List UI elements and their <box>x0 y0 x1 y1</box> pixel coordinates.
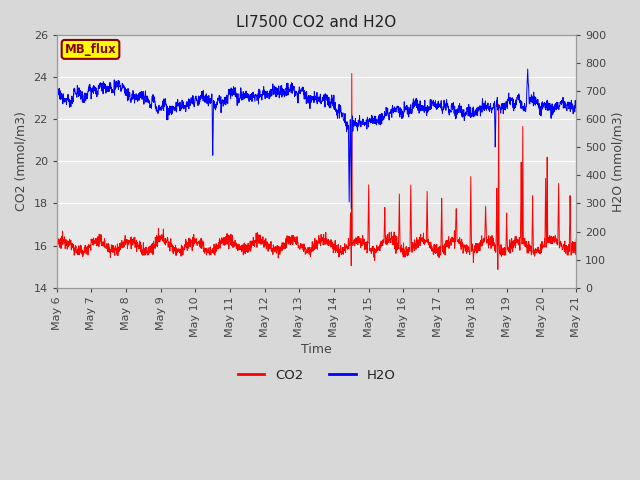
Text: MB_flux: MB_flux <box>65 43 116 56</box>
X-axis label: Time: Time <box>301 343 332 356</box>
Title: LI7500 CO2 and H2O: LI7500 CO2 and H2O <box>236 15 397 30</box>
Y-axis label: CO2 (mmol/m3): CO2 (mmol/m3) <box>15 111 28 211</box>
Y-axis label: H2O (mmol/m3): H2O (mmol/m3) <box>612 111 625 212</box>
Legend: CO2, H2O: CO2, H2O <box>232 363 401 387</box>
